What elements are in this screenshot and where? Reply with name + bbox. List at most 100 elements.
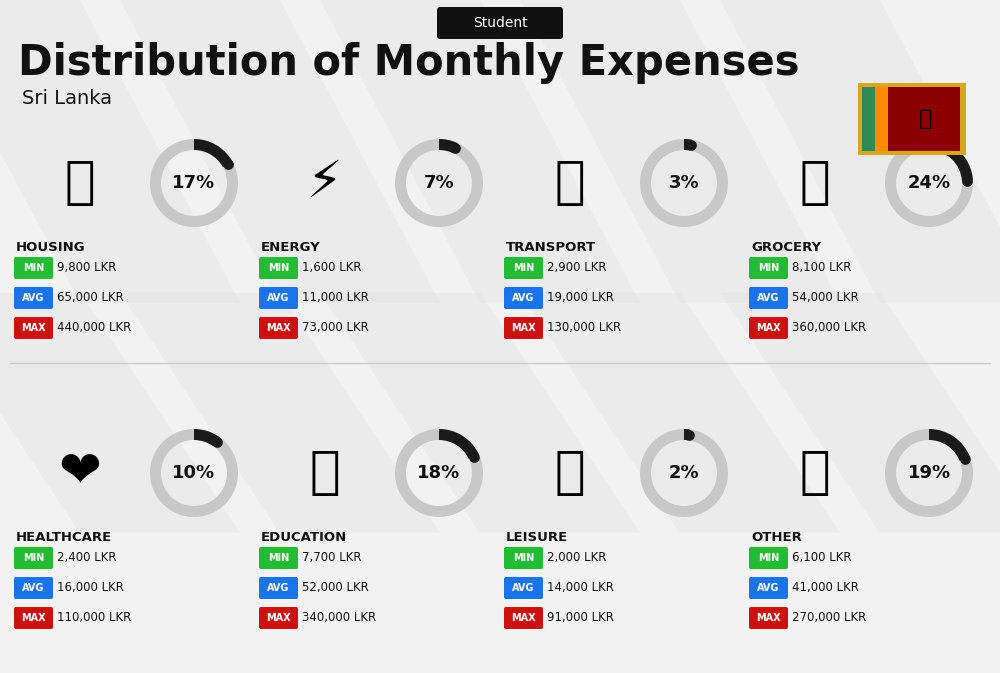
Text: HEALTHCARE: HEALTHCARE: [16, 531, 112, 544]
Wedge shape: [640, 139, 728, 227]
Text: 🛒: 🛒: [800, 158, 830, 208]
Text: 19%: 19%: [907, 464, 951, 482]
Text: 360,000 LKR: 360,000 LKR: [792, 322, 866, 334]
Text: 10%: 10%: [172, 464, 216, 482]
FancyBboxPatch shape: [14, 287, 53, 309]
Text: AVG: AVG: [267, 583, 290, 593]
Text: 91,000 LKR: 91,000 LKR: [547, 612, 614, 625]
FancyBboxPatch shape: [749, 257, 788, 279]
Text: MIN: MIN: [268, 553, 289, 563]
Wedge shape: [150, 429, 238, 517]
Wedge shape: [150, 139, 238, 227]
Text: 54,000 LKR: 54,000 LKR: [792, 291, 859, 304]
Text: 270,000 LKR: 270,000 LKR: [792, 612, 866, 625]
Text: Student: Student: [473, 16, 527, 30]
Text: 73,000 LKR: 73,000 LKR: [302, 322, 369, 334]
FancyBboxPatch shape: [504, 287, 543, 309]
Text: 7,700 LKR: 7,700 LKR: [302, 551, 362, 565]
Wedge shape: [684, 429, 690, 440]
Text: MAX: MAX: [21, 613, 46, 623]
Text: AVG: AVG: [512, 583, 535, 593]
Text: 🚌: 🚌: [555, 158, 585, 208]
Text: MIN: MIN: [23, 263, 44, 273]
Text: MAX: MAX: [756, 323, 781, 333]
Wedge shape: [395, 429, 483, 517]
FancyBboxPatch shape: [749, 547, 788, 569]
Text: MAX: MAX: [266, 323, 291, 333]
Text: MIN: MIN: [268, 263, 289, 273]
FancyBboxPatch shape: [749, 287, 788, 309]
Wedge shape: [439, 429, 479, 459]
Wedge shape: [194, 139, 233, 167]
Text: 130,000 LKR: 130,000 LKR: [547, 322, 621, 334]
Polygon shape: [520, 0, 840, 303]
Text: 2,000 LKR: 2,000 LKR: [547, 551, 606, 565]
Text: 🛍: 🛍: [555, 448, 585, 498]
Text: 41,000 LKR: 41,000 LKR: [792, 581, 859, 594]
FancyBboxPatch shape: [259, 577, 298, 599]
Text: 440,000 LKR: 440,000 LKR: [57, 322, 131, 334]
Text: AVG: AVG: [267, 293, 290, 303]
FancyBboxPatch shape: [504, 577, 543, 599]
Wedge shape: [640, 429, 728, 517]
Text: 3%: 3%: [669, 174, 699, 192]
Text: 17%: 17%: [172, 174, 216, 192]
FancyBboxPatch shape: [14, 547, 53, 569]
Text: 65,000 LKR: 65,000 LKR: [57, 291, 124, 304]
Text: ⚡: ⚡: [307, 158, 343, 208]
Text: MAX: MAX: [511, 323, 536, 333]
Text: ENERGY: ENERGY: [261, 241, 321, 254]
FancyBboxPatch shape: [259, 257, 298, 279]
Text: OTHER: OTHER: [751, 531, 802, 544]
FancyBboxPatch shape: [14, 607, 53, 629]
FancyBboxPatch shape: [259, 547, 298, 569]
FancyBboxPatch shape: [14, 257, 53, 279]
FancyBboxPatch shape: [14, 577, 53, 599]
Text: 1,600 LKR: 1,600 LKR: [302, 262, 362, 275]
Text: 24%: 24%: [907, 174, 951, 192]
Text: 6,100 LKR: 6,100 LKR: [792, 551, 852, 565]
Text: 11,000 LKR: 11,000 LKR: [302, 291, 369, 304]
Text: MIN: MIN: [513, 263, 534, 273]
Text: MIN: MIN: [758, 553, 779, 563]
Text: 18%: 18%: [417, 464, 461, 482]
Text: AVG: AVG: [22, 583, 45, 593]
Wedge shape: [395, 139, 483, 227]
Polygon shape: [120, 293, 440, 533]
Text: MAX: MAX: [756, 613, 781, 623]
Text: 2%: 2%: [669, 464, 699, 482]
Text: 52,000 LKR: 52,000 LKR: [302, 581, 369, 594]
Text: AVG: AVG: [757, 293, 780, 303]
Wedge shape: [684, 139, 692, 151]
Text: MAX: MAX: [511, 613, 536, 623]
FancyBboxPatch shape: [504, 607, 543, 629]
Wedge shape: [929, 139, 973, 181]
Text: AVG: AVG: [22, 293, 45, 303]
Text: 340,000 LKR: 340,000 LKR: [302, 612, 376, 625]
Text: 8,100 LKR: 8,100 LKR: [792, 262, 851, 275]
Text: AVG: AVG: [512, 293, 535, 303]
Text: 💰: 💰: [800, 448, 830, 498]
Text: MAX: MAX: [21, 323, 46, 333]
Wedge shape: [885, 139, 973, 227]
FancyBboxPatch shape: [504, 317, 543, 339]
Text: MIN: MIN: [23, 553, 44, 563]
Text: 🏢: 🏢: [65, 158, 95, 208]
FancyBboxPatch shape: [259, 607, 298, 629]
Polygon shape: [120, 0, 440, 303]
FancyBboxPatch shape: [749, 607, 788, 629]
FancyBboxPatch shape: [858, 83, 966, 155]
Text: Distribution of Monthly Expenses: Distribution of Monthly Expenses: [18, 42, 800, 84]
Text: 🎓: 🎓: [310, 448, 340, 498]
Text: MIN: MIN: [513, 553, 534, 563]
Polygon shape: [0, 293, 240, 533]
Text: 9,800 LKR: 9,800 LKR: [57, 262, 116, 275]
Text: ❤️: ❤️: [59, 448, 101, 498]
Text: TRANSPORT: TRANSPORT: [506, 241, 596, 254]
Text: 2,400 LKR: 2,400 LKR: [57, 551, 116, 565]
Wedge shape: [929, 429, 970, 461]
Text: 19,000 LKR: 19,000 LKR: [547, 291, 614, 304]
FancyBboxPatch shape: [749, 577, 788, 599]
Text: 7%: 7%: [424, 174, 454, 192]
Text: 2,900 LKR: 2,900 LKR: [547, 262, 606, 275]
